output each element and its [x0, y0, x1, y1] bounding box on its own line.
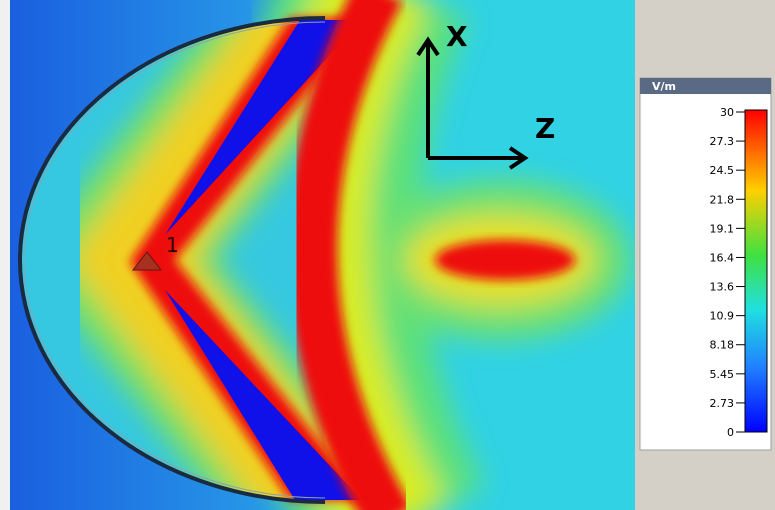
legend-tick-label: 13.6 — [710, 281, 735, 294]
legend: V/m 30 27.3 24.5 21.8 19.1 16.4 13.6 10.9 8.18 5.… — [639, 77, 772, 451]
left-margin — [0, 0, 10, 510]
legend-tick-label: 0 — [727, 426, 734, 439]
axis-label: X — [446, 20, 468, 53]
legend-tick-label: 10.9 — [710, 310, 735, 323]
legend-tick-label: 16.4 — [710, 251, 735, 264]
legend-tick-label: 5.45 — [710, 368, 735, 381]
color-bar — [744, 109, 768, 433]
port-label: 1 — [166, 233, 179, 257]
legend-tick-label: 21.8 — [710, 193, 735, 206]
legend-tick-label: 8.18 — [710, 339, 735, 352]
legend-tick-label: 27.3 — [710, 135, 735, 148]
axes-indicator — [416, 36, 529, 170]
axis-label: Z — [535, 112, 555, 145]
legend-tick-label: 24.5 — [710, 164, 735, 177]
legend-tick-label: 2.73 — [710, 397, 735, 410]
field-plot: 1 X Z — [10, 0, 635, 510]
port-marker — [131, 251, 163, 271]
legend-tick-label: 30 — [720, 106, 734, 119]
legend-unit: V/m — [652, 80, 676, 93]
legend-tick-label: 19.1 — [710, 222, 735, 235]
